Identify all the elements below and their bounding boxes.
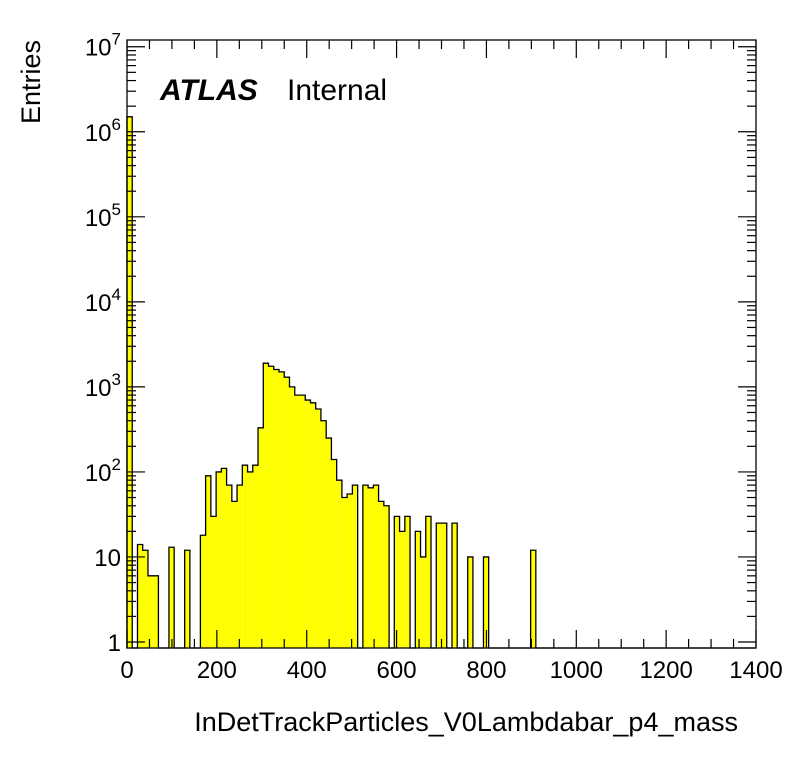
histogram-bar (368, 487, 374, 648)
y-tick-label: 105 (85, 200, 121, 232)
x-tick-label: 600 (377, 657, 417, 684)
histogram-bar (231, 501, 238, 648)
histogram-bar (305, 400, 311, 648)
histogram-bar (126, 116, 133, 649)
histogram-bar (268, 366, 274, 648)
x-tick-label: 0 (120, 657, 133, 684)
histogram-bar (352, 485, 358, 648)
histogram-bar (200, 535, 206, 648)
y-tick-label: 1 (108, 630, 121, 657)
x-tick-label: 400 (287, 657, 327, 684)
histogram-bar (168, 547, 175, 648)
x-tick-label: 1000 (550, 657, 603, 684)
histogram-bar (258, 427, 264, 648)
histogram-bar (315, 408, 321, 648)
x-tick-label: 1200 (639, 657, 692, 684)
histogram-bar (467, 556, 473, 648)
histogram-bar (221, 468, 227, 648)
histogram-bar (137, 544, 143, 648)
x-tick-labels: 0 200 400 600 800 1000 1200 1400 (120, 657, 782, 684)
histogram-bar (415, 531, 421, 648)
histogram-bar (530, 550, 536, 648)
histogram-bar (399, 531, 405, 648)
histogram-bar (383, 505, 390, 648)
x-tick-label: 800 (466, 657, 506, 684)
histogram-bar (153, 575, 159, 648)
histogram-bar (320, 420, 327, 648)
histogram-bar (252, 465, 259, 648)
y-tick-label: 107 (85, 30, 121, 62)
histogram-bars (126, 116, 536, 649)
x-tick-label: 1400 (729, 657, 782, 684)
histogram-bar (242, 465, 248, 648)
histogram-bar (347, 494, 353, 648)
histogram-bar (299, 395, 306, 648)
histogram-bar (441, 523, 447, 648)
histogram-bar (373, 485, 379, 648)
y-tick-label: 104 (85, 285, 121, 317)
histogram-bar (425, 516, 432, 648)
histogram-bar (210, 516, 217, 648)
atlas-label: ATLAS (159, 74, 258, 107)
histogram-bar (205, 475, 211, 648)
y-axis-title: Entries (16, 40, 46, 124)
histogram-bar (273, 369, 280, 648)
histogram-bar (404, 516, 411, 648)
y-tick-label: 103 (85, 370, 121, 402)
histogram-outline (126, 116, 756, 649)
histogram-bar (184, 550, 190, 648)
histogram-bar (362, 485, 369, 648)
histogram-bar (226, 485, 232, 648)
histogram-bar (284, 377, 290, 648)
histogram-bar (436, 523, 442, 648)
histogram-bar (394, 516, 400, 648)
y-tick-label: 102 (85, 455, 121, 487)
histogram-bar (294, 395, 300, 648)
histogram-bar (279, 371, 285, 648)
x-tick-label: 200 (197, 657, 237, 684)
histogram-bar (289, 386, 295, 648)
axis-ticks (126, 40, 757, 648)
histogram-bar (247, 471, 253, 648)
x-axis-title: InDetTrackParticles_V0Lambdabar_p4_mass (194, 707, 738, 737)
histogram-bar (483, 556, 489, 648)
histogram-bar (263, 363, 269, 648)
histogram-bar (341, 497, 348, 648)
histogram-bar (451, 523, 458, 648)
histogram-bar (378, 501, 384, 648)
histogram-bar (216, 471, 222, 648)
histogram-bar (326, 438, 332, 648)
y-tick-label: 106 (85, 115, 121, 147)
histogram-bar (336, 480, 342, 648)
histogram-bar (420, 556, 426, 648)
histogram-bar (142, 550, 148, 648)
histogram-bar (237, 485, 243, 648)
histogram-bar (147, 575, 154, 648)
y-tick-label: 10 (94, 545, 121, 572)
y-tick-labels: 1 10 102 103 104 105 106 107 (85, 30, 121, 657)
internal-label: Internal (287, 74, 387, 107)
histogram-bar (331, 459, 337, 648)
histogram-bar (310, 402, 316, 648)
